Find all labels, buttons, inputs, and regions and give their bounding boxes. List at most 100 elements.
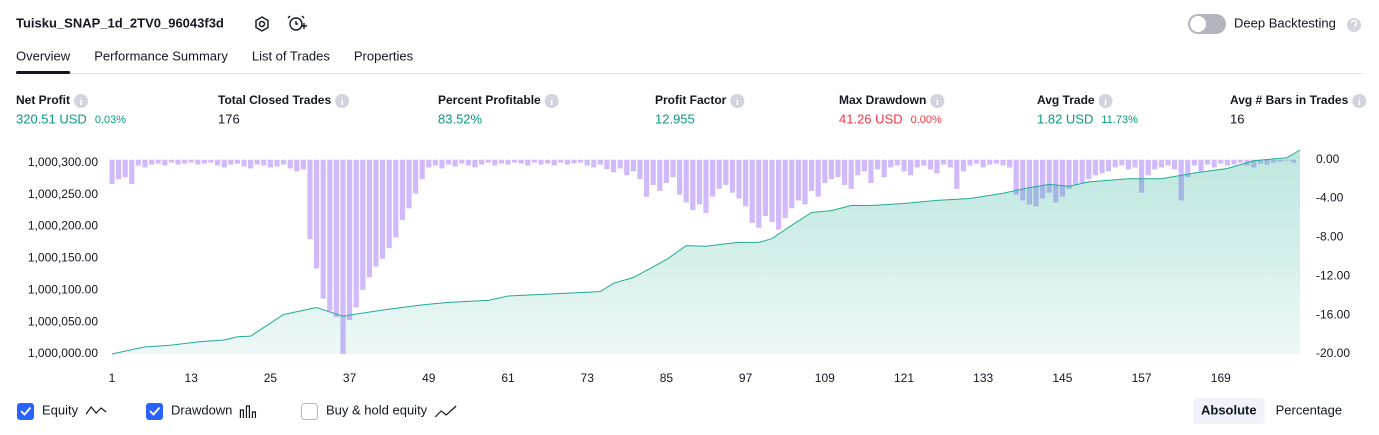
drawdown-bar [663, 159, 669, 184]
toggle-label: Deep Backtesting [1234, 15, 1336, 30]
drawdown-bar [974, 159, 980, 164]
x-tick-label: 157 [1132, 371, 1152, 385]
drawdown-bar [472, 159, 478, 168]
alert-icon[interactable] [287, 15, 307, 31]
metric-extra: 0.00% [911, 114, 942, 126]
drawdown-bar [1224, 159, 1230, 166]
drawdown-bar [789, 159, 795, 209]
drawdown-bar [703, 159, 709, 214]
drawdown-bar [1040, 159, 1046, 199]
metric-value: 176 [218, 111, 240, 126]
checkbox-checked[interactable] [146, 403, 163, 420]
drawdown-bar [360, 159, 366, 290]
x-tick-label: 133 [973, 371, 993, 385]
metric-label: Total Closed Trades [218, 93, 331, 107]
drawdown-bar [901, 159, 907, 172]
drawdown-bar [201, 159, 207, 164]
y2-tick-label: -8.00 [1316, 230, 1344, 244]
metric-label: Percent Profitable [438, 93, 541, 107]
drawdown-bar [611, 159, 617, 173]
drawdown-bar [314, 159, 320, 269]
legend-icon [85, 406, 107, 415]
drawdown-bar [762, 159, 768, 217]
y2-tick-label: -16.00 [1316, 307, 1350, 321]
drawdown-bar [1026, 159, 1032, 205]
drawdown-bar [188, 159, 194, 163]
drawdown-bar [835, 159, 841, 178]
drawdown-bar [769, 159, 775, 222]
metric-value: 12.955 [655, 111, 695, 126]
drawdown-bar [630, 159, 636, 172]
drawdown-bar [399, 159, 405, 220]
drawdown-bar [1125, 159, 1131, 170]
drawdown-bar [848, 159, 854, 189]
legend-icon [434, 405, 457, 418]
drawdown-bar [881, 159, 887, 178]
tab[interactable]: Performance Summary [94, 48, 228, 63]
deep-backtesting-toggle[interactable] [1188, 14, 1226, 34]
drawdown-bar [221, 159, 227, 168]
drawdown-bar [195, 159, 201, 165]
metric-label: Profit Factor [655, 93, 727, 107]
drawdown-bar [756, 159, 762, 228]
drawdown-bar [333, 159, 339, 318]
drawdown-bar [564, 159, 570, 165]
x-tick-label: 121 [894, 371, 914, 385]
drawdown-bar [657, 159, 663, 191]
metric-value: 1.82 USD [1037, 111, 1093, 126]
tab[interactable]: List of Trades [252, 48, 331, 63]
drawdown-bar [677, 159, 683, 195]
drawdown-bar [558, 159, 564, 163]
drawdown-bar [1079, 159, 1085, 184]
drawdown-bar [842, 159, 848, 185]
y-tick-label: 1,000,250.00 [28, 187, 98, 201]
drawdown-bar [947, 159, 953, 168]
x-tick-label: 37 [343, 371, 357, 385]
drawdown-bar [617, 159, 623, 169]
equity-area [112, 150, 1300, 354]
drawdown-bar [452, 159, 458, 167]
y-tick-label: 1,000,200.00 [28, 219, 98, 233]
metric-value: 320.51 USD [16, 111, 87, 126]
drawdown-bar [1066, 159, 1072, 189]
drawdown-bar [241, 159, 247, 167]
drawdown-bar [267, 159, 273, 168]
drawdown-bar [274, 159, 280, 167]
checkbox-checked[interactable] [17, 403, 34, 420]
equity-line [111, 149, 1301, 355]
tab[interactable]: Properties [354, 48, 414, 63]
drawdown-bar [1086, 159, 1092, 180]
drawdown-bar [340, 159, 346, 354]
help-icon[interactable] [1347, 18, 1361, 32]
drawdown-bar [578, 159, 584, 163]
drawdown-bar [571, 159, 577, 164]
drawdown-bar [162, 159, 168, 166]
drawdown-bar [545, 159, 551, 164]
drawdown-bar [809, 159, 815, 191]
settings-icon[interactable] [255, 16, 269, 32]
drawdown-bar [1099, 159, 1105, 174]
drawdown-bar [168, 159, 174, 163]
drawdown-bar [1218, 159, 1224, 164]
drawdown-bar [1020, 159, 1026, 201]
drawdown-bar [320, 159, 326, 299]
drawdown-bar [690, 159, 696, 211]
drawdown-bar [868, 159, 874, 184]
drawdown-bar [894, 159, 900, 166]
drawdown-bar [432, 159, 438, 166]
scale-button-label: Absolute [1201, 402, 1257, 417]
checkbox-unchecked[interactable] [301, 403, 318, 420]
scale-button[interactable] [1193, 398, 1265, 424]
legend-label: Drawdown [171, 402, 232, 417]
drawdown-bar [498, 159, 504, 164]
drawdown-bar [485, 159, 491, 163]
drawdown-bar [1132, 159, 1138, 168]
drawdown-bar [1172, 159, 1178, 170]
metric-label: Avg # Bars in Trades [1230, 93, 1349, 107]
drawdown-bar [116, 159, 122, 180]
drawdown-bar [353, 159, 359, 308]
tab[interactable]: Overview [16, 48, 71, 63]
drawdown-bar [624, 159, 630, 176]
drawdown-bar [234, 159, 240, 164]
